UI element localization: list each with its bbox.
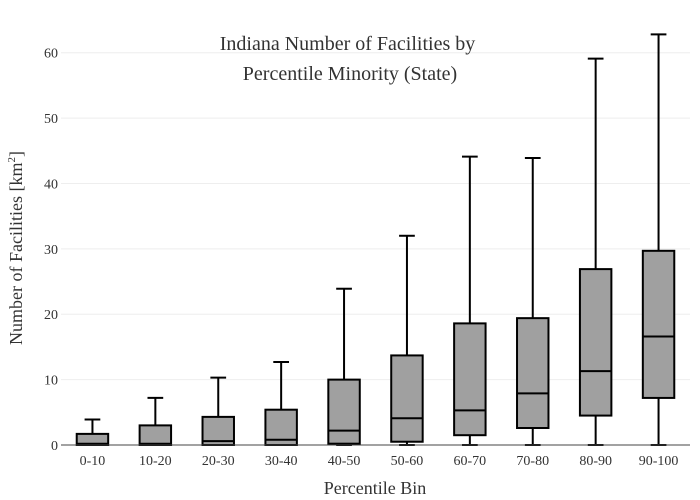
box-60-70	[453, 155, 487, 446]
iqr-box-40-50	[327, 378, 361, 445]
x-tick-label-40-50: 40-50	[328, 454, 361, 469]
y-tick-label-30: 30	[44, 243, 58, 258]
iqr-box-80-90	[578, 268, 613, 417]
chart-title-line-1: Indiana Number of Facilities by	[220, 33, 476, 55]
x-tick-label-10-20: 10-20	[139, 454, 172, 469]
y-tick-label-60: 60	[44, 47, 58, 62]
box-0-10	[75, 418, 110, 446]
y-axis-title-main: Number of Facilities [km	[6, 163, 26, 345]
x-tick-label-50-60: 50-60	[391, 454, 424, 469]
box-90-100	[641, 33, 676, 446]
x-tick-label-30-40: 30-40	[265, 454, 298, 469]
x-tick-label-90-100: 90-100	[639, 454, 679, 469]
box-80-90	[578, 57, 613, 446]
x-tick-label-0-10: 0-10	[80, 454, 106, 469]
box-10-20	[138, 396, 173, 446]
box-70-80	[516, 156, 550, 446]
y-axis-title-end: ]	[6, 151, 26, 157]
y-tick-label-40: 40	[44, 177, 58, 192]
y-tick-label-50: 50	[44, 112, 58, 127]
iqr-box-70-80	[516, 317, 550, 429]
y-tick-label-0: 0	[51, 439, 58, 454]
x-tick-label-60-70: 60-70	[454, 454, 487, 469]
y-tick-label-10: 10	[44, 374, 58, 389]
box-20-30	[201, 376, 235, 446]
y-axis-title: Number of Facilities [km2]	[6, 151, 26, 345]
x-tick-label-80-90: 80-90	[579, 454, 612, 469]
box-30-40	[264, 360, 298, 447]
y-axis-title-superscript: 2	[6, 157, 18, 163]
iqr-box-90-100	[641, 249, 676, 399]
y-tick-label-20: 20	[44, 308, 58, 323]
y-axis-ticks: 0 10 20 30 40 50 60	[44, 47, 58, 454]
x-axis-ticks: 0-10 10-20 20-30 30-40 40-50 50-60 60-70 70-80 8…	[80, 454, 679, 469]
x-tick-label-70-80: 70-80	[516, 454, 549, 469]
box-40-50	[327, 287, 361, 446]
x-axis-title: Percentile Bin	[324, 478, 426, 498]
x-tick-label-20-30: 20-30	[202, 454, 235, 469]
iqr-box-50-60	[390, 354, 424, 443]
iqr-box-10-20	[138, 424, 173, 446]
chart-title: Indiana Number of Facilities by Percenti…	[220, 33, 481, 85]
iqr-box-60-70	[453, 322, 487, 437]
box-series	[75, 33, 676, 447]
chart-title-line-2: Percentile Minority (State)	[243, 63, 457, 85]
box-50-60	[390, 234, 424, 446]
